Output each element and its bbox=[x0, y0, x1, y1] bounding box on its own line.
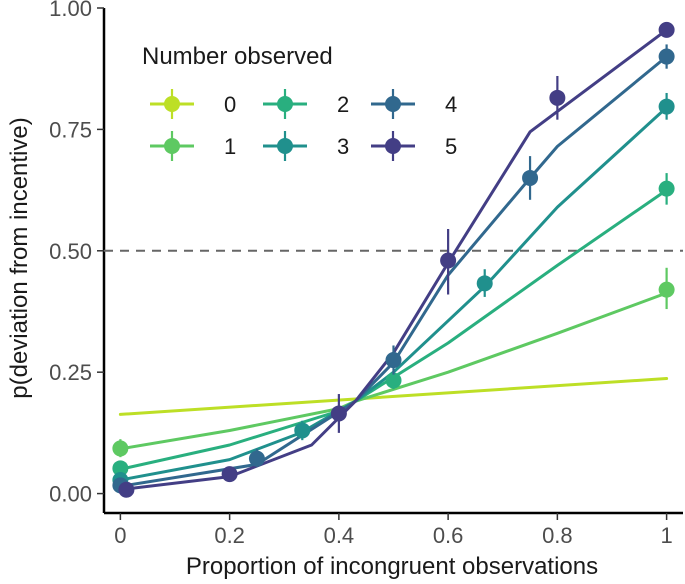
data-point-1 bbox=[112, 440, 129, 457]
axes bbox=[102, 8, 683, 515]
legend: Number observed 0 1 2 3 4 5 bbox=[142, 43, 457, 161]
series-points bbox=[112, 21, 675, 498]
y-tick-label: 0.25 bbox=[49, 360, 92, 385]
data-point-4 bbox=[522, 169, 539, 186]
data-point-4 bbox=[385, 352, 402, 369]
legend-label-4: 4 bbox=[445, 92, 457, 117]
data-point-2 bbox=[385, 372, 402, 389]
x-tick-label: 0.8 bbox=[542, 523, 573, 548]
legend-key-point-3 bbox=[277, 138, 293, 154]
y-axis-title: p(deviation from incentive) bbox=[6, 117, 33, 398]
legend-key-point-5 bbox=[385, 138, 401, 154]
data-point-4 bbox=[248, 450, 265, 467]
data-point-2 bbox=[658, 180, 675, 197]
legend-label-1: 1 bbox=[224, 134, 236, 159]
legend-label-2: 2 bbox=[337, 92, 349, 117]
data-point-3 bbox=[658, 98, 675, 115]
x-tick-label: 0.2 bbox=[214, 523, 245, 548]
y-tick-label: 1.00 bbox=[49, 0, 92, 21]
legend-key-point-4 bbox=[385, 96, 401, 112]
data-point-2 bbox=[112, 460, 129, 477]
data-point-3 bbox=[294, 422, 311, 439]
x-tick-label: 1 bbox=[660, 523, 672, 548]
legend-label-5: 5 bbox=[445, 134, 457, 159]
y-tick-label: 0.00 bbox=[49, 482, 92, 507]
legend-key-point-1 bbox=[164, 138, 180, 154]
legend-key-point-2 bbox=[277, 96, 293, 112]
data-point-3 bbox=[476, 275, 493, 292]
y-tick-label: 0.75 bbox=[49, 117, 92, 142]
data-point-1 bbox=[658, 281, 675, 298]
series-line-3 bbox=[118, 106, 669, 482]
legend-label-3: 3 bbox=[337, 134, 349, 159]
data-point-5 bbox=[221, 466, 238, 483]
data-point-5 bbox=[118, 481, 135, 498]
legend-title: Number observed bbox=[142, 43, 333, 70]
x-tick-label: 0 bbox=[114, 523, 126, 548]
data-point-5 bbox=[330, 405, 347, 422]
legend-label-0: 0 bbox=[224, 92, 236, 117]
series-line-0 bbox=[118, 377, 669, 416]
data-point-5 bbox=[658, 21, 675, 38]
data-point-5 bbox=[549, 89, 566, 106]
x-tick-label: 0.6 bbox=[433, 523, 464, 548]
series-line-5 bbox=[118, 28, 669, 492]
series-line-4 bbox=[118, 55, 669, 488]
legend-items: 0 1 2 3 4 5 bbox=[150, 89, 457, 161]
x-tick-label: 0.4 bbox=[324, 523, 355, 548]
axis-ticks: 0.00 0.25 0.50 0.75 1.00 0 0.2 0.4 0.6 0.8 1 bbox=[49, 0, 673, 548]
data-point-4 bbox=[658, 48, 675, 65]
series-line-2 bbox=[118, 188, 669, 471]
series-curves bbox=[118, 28, 669, 492]
data-point-5 bbox=[440, 252, 457, 269]
y-tick-label: 0.50 bbox=[49, 239, 92, 264]
x-axis-title: Proportion of incongruent observations bbox=[186, 553, 598, 580]
legend-key-point-0 bbox=[164, 96, 180, 112]
